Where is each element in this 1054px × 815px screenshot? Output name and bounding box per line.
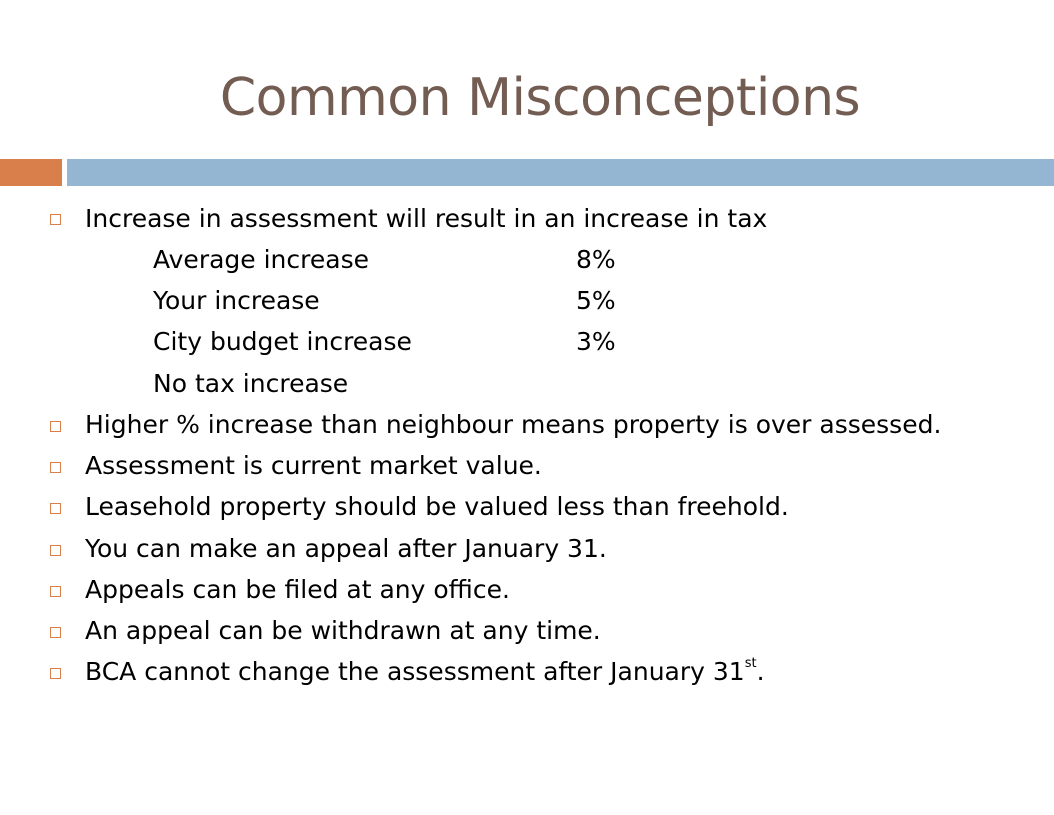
bullet-icon <box>50 668 61 679</box>
bullet-icon <box>50 586 61 597</box>
slide-title: Common Misconceptions <box>219 68 861 128</box>
bullet-point-text: Leasehold property should be valued less… <box>85 492 789 521</box>
bullet-point-text: You can make an appeal after January 31. <box>85 534 607 563</box>
sub-point-label: Your increase <box>153 286 320 315</box>
bullet-point-text: Assessment is current market value. <box>85 451 542 480</box>
bullet-icon <box>50 462 61 473</box>
sub-point-label: Average increase <box>153 245 369 274</box>
bullet-point-text: BCA cannot change the assessment after J… <box>85 657 765 687</box>
ordinal-suffix: st <box>744 655 757 671</box>
sub-point-value: 8% <box>576 245 616 274</box>
bullet-point-text: Appeals can be filed at any office. <box>85 575 510 604</box>
bullet-icon <box>50 627 61 638</box>
sub-point-value: 5% <box>576 286 616 315</box>
bullet-point-end: . <box>756 657 765 686</box>
bullet-icon <box>50 545 61 556</box>
bullet-point-main: BCA cannot change the assessment after J… <box>85 657 745 686</box>
sub-point-label: City budget increase <box>153 327 412 356</box>
bullet-point-text: Increase in assessment will result in an… <box>85 204 768 233</box>
sub-point-value: 3% <box>576 327 616 356</box>
accent-bar-orange <box>0 159 62 186</box>
bullet-icon <box>50 421 61 432</box>
bullet-icon <box>50 214 61 225</box>
sub-point-label: No tax increase <box>153 369 349 398</box>
bullet-point-text: An appeal can be withdrawn at any time. <box>85 616 601 645</box>
accent-bar-blue <box>67 159 1054 186</box>
bullet-icon <box>50 503 61 514</box>
bullet-point-text: Higher % increase than neighbour means p… <box>85 410 942 439</box>
